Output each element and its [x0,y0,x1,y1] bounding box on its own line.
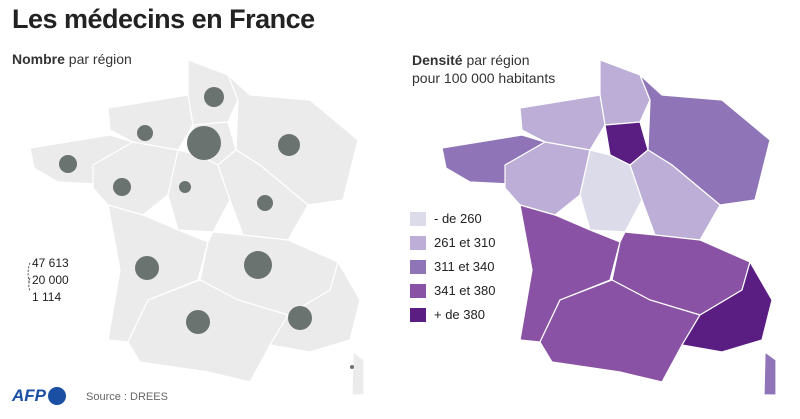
size-legend-arc [27,262,31,284]
legend-swatch [410,259,426,274]
right-region-pays-de-la-loire [504,141,591,216]
size-legend-mid: 20 000 [32,273,69,287]
legend-item: + de 380 [410,307,485,322]
afp-logo: AFP [12,386,66,406]
right-region-provence-alpes-c-te-d-azur [681,260,773,353]
left-region-provence-alpes-c-te-d-azur [269,260,361,353]
right-region-centre-val-de-loire [579,149,643,233]
right-region-grand-est [639,74,771,206]
legend-item: 341 et 380 [410,283,495,298]
doctor-count-circle [186,310,210,334]
doctor-count-circle [179,181,191,193]
left-region-corse [351,350,365,396]
doctor-count-circle [288,306,312,330]
doctor-count-circle [244,251,272,279]
size-legend-max: 47 613 [32,256,69,270]
legend-swatch [410,211,426,226]
doctor-count-circle [137,125,153,141]
legend-label: - de 260 [434,211,482,226]
page-title: Les médecins en France [12,4,315,34]
legend-swatch [410,235,426,250]
source: Source : DREES [86,391,168,403]
right-region-occitanie [539,279,701,383]
left-region-occitanie [127,279,289,383]
size-legend-arc [28,277,31,292]
legend-item: 261 et 310 [410,235,495,250]
left-region-pays-de-la-loire [92,141,179,216]
doctor-count-circle [187,126,221,160]
left-subtitle: Nombre par région [12,51,132,67]
legend-label: 341 et 380 [434,283,496,298]
doctor-count-circle [204,87,224,107]
doctor-count-circle [350,365,354,369]
legend-label: 261 et 310 [434,235,496,250]
right-region-hauts-de-france [599,59,651,126]
legend-item: - de 260 [410,211,482,226]
doctor-count-circle [257,195,273,211]
right-subtitle: Densité par région pour 100 000 habitants [412,52,556,86]
right-region-corse [763,350,777,396]
legend-label: 311 et 340 [434,259,495,274]
legend-swatch [410,283,426,298]
doctor-count-circle [113,178,131,196]
doctor-count-circle [278,134,300,156]
legend-swatch [410,307,426,322]
size-legend-min: 1 114 [32,290,62,304]
legend-label: + de 380 [434,307,485,322]
legend-item: 311 et 340 [410,259,494,274]
doctor-count-circle [59,155,77,173]
doctor-count-circle [135,256,159,280]
